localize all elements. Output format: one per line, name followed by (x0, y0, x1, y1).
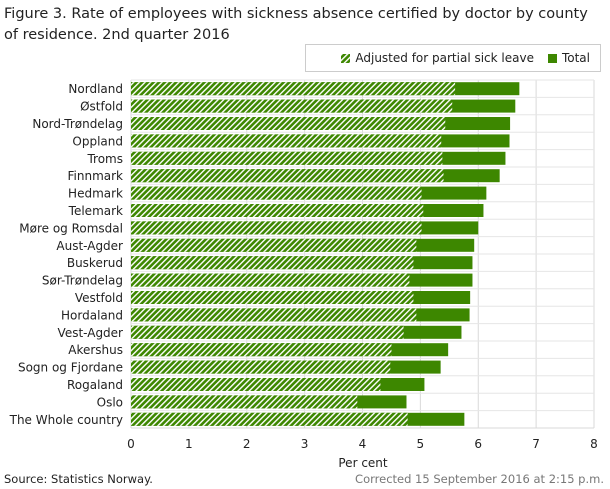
bar-total (131, 99, 516, 113)
x-tick-label: 4 (359, 437, 367, 451)
bar-adjusted (131, 82, 456, 96)
category-label: Nordland (68, 82, 123, 96)
bar-total (131, 204, 484, 217)
category-label: Oppland (72, 134, 123, 148)
x-tick-label: 0 (127, 437, 135, 451)
category-label: Nord-Trøndelag (32, 117, 123, 131)
bar-adjusted (131, 221, 422, 235)
category-label: Aust-Agder (56, 239, 123, 253)
bar-adjusted (131, 151, 443, 165)
category-label: Telemark (68, 204, 123, 218)
bar-total (131, 117, 511, 130)
category-label: Rogaland (67, 378, 123, 392)
bar-total (131, 378, 425, 391)
bar-adjusted (131, 291, 414, 304)
x-tick-label: 5 (417, 437, 425, 451)
x-tick-label: 8 (590, 437, 598, 451)
category-label: Vest-Agder (58, 326, 124, 340)
bar-adjusted (131, 204, 424, 217)
category-label: Østfold (80, 100, 123, 114)
bar-adjusted (131, 169, 444, 183)
category-label: Oslo (97, 395, 123, 409)
x-tick-label: 6 (474, 437, 482, 451)
bar-total (131, 169, 500, 183)
category-label: Hordaland (61, 308, 123, 322)
bar-total (131, 291, 471, 304)
bar-adjusted (131, 360, 391, 374)
bar-total (131, 256, 473, 270)
bar-adjusted (131, 256, 414, 270)
category-label: Akershus (68, 343, 123, 357)
category-label: Troms (86, 152, 123, 166)
bar-adjusted (131, 395, 358, 409)
category-label: Vestfold (75, 291, 123, 305)
bar-adjusted (131, 273, 410, 287)
bar-adjusted (131, 186, 422, 200)
bar-total (131, 273, 473, 287)
legend-item-total[interactable]: Total (547, 51, 590, 65)
x-tick-label: 1 (185, 437, 193, 451)
x-tick-label: 3 (301, 437, 309, 451)
bar-total (131, 325, 462, 339)
bar-adjusted (131, 117, 446, 130)
legend-item-adjusted[interactable]: Adjusted for partial sick leave (341, 51, 534, 65)
bar-adjusted (131, 378, 381, 391)
bar-adjusted (131, 238, 417, 252)
bar-total (131, 412, 465, 426)
bar-total (131, 238, 475, 252)
bar-adjusted (131, 325, 404, 339)
bar-adjusted (131, 343, 392, 357)
bar-total (131, 360, 441, 374)
bar-total (131, 343, 449, 357)
bar-total (131, 395, 407, 409)
bar-total (131, 186, 487, 200)
hatched-swatch-icon (341, 53, 351, 63)
corrected-note: Corrected 15 September 2016 at 2:15 p.m. (355, 472, 604, 486)
source-note: Source: Statistics Norway. (4, 472, 153, 486)
category-label: Hedmark (68, 187, 123, 201)
category-label: Buskerud (67, 256, 123, 270)
chart-title: Figure 3. Rate of employees with sicknes… (4, 6, 588, 43)
category-label: Finnmark (68, 169, 124, 183)
bar-total (131, 134, 510, 148)
legend-label-total: Total (561, 51, 590, 65)
bar-total (131, 82, 520, 96)
bar-adjusted (131, 134, 442, 148)
category-label: Sogn og Fjordane (18, 361, 123, 375)
x-tick-label: 7 (532, 437, 540, 451)
bar-adjusted (131, 412, 408, 426)
x-axis-label: Per cent (338, 456, 388, 470)
bar-adjusted (131, 308, 417, 322)
bar-total (131, 151, 506, 165)
category-label: Sør-Trøndelag (42, 274, 123, 288)
bar-total (131, 308, 470, 322)
x-tick-label: 2 (243, 437, 251, 451)
legend-label-adjusted: Adjusted for partial sick leave (355, 51, 534, 65)
solid-swatch-icon (547, 53, 557, 63)
category-label: The Whole country (9, 413, 123, 427)
legend: Adjusted for partial sick leave Total (305, 44, 601, 72)
category-label: Møre og Romsdal (19, 221, 123, 235)
bar-adjusted (131, 99, 453, 113)
bar-total (131, 221, 479, 235)
